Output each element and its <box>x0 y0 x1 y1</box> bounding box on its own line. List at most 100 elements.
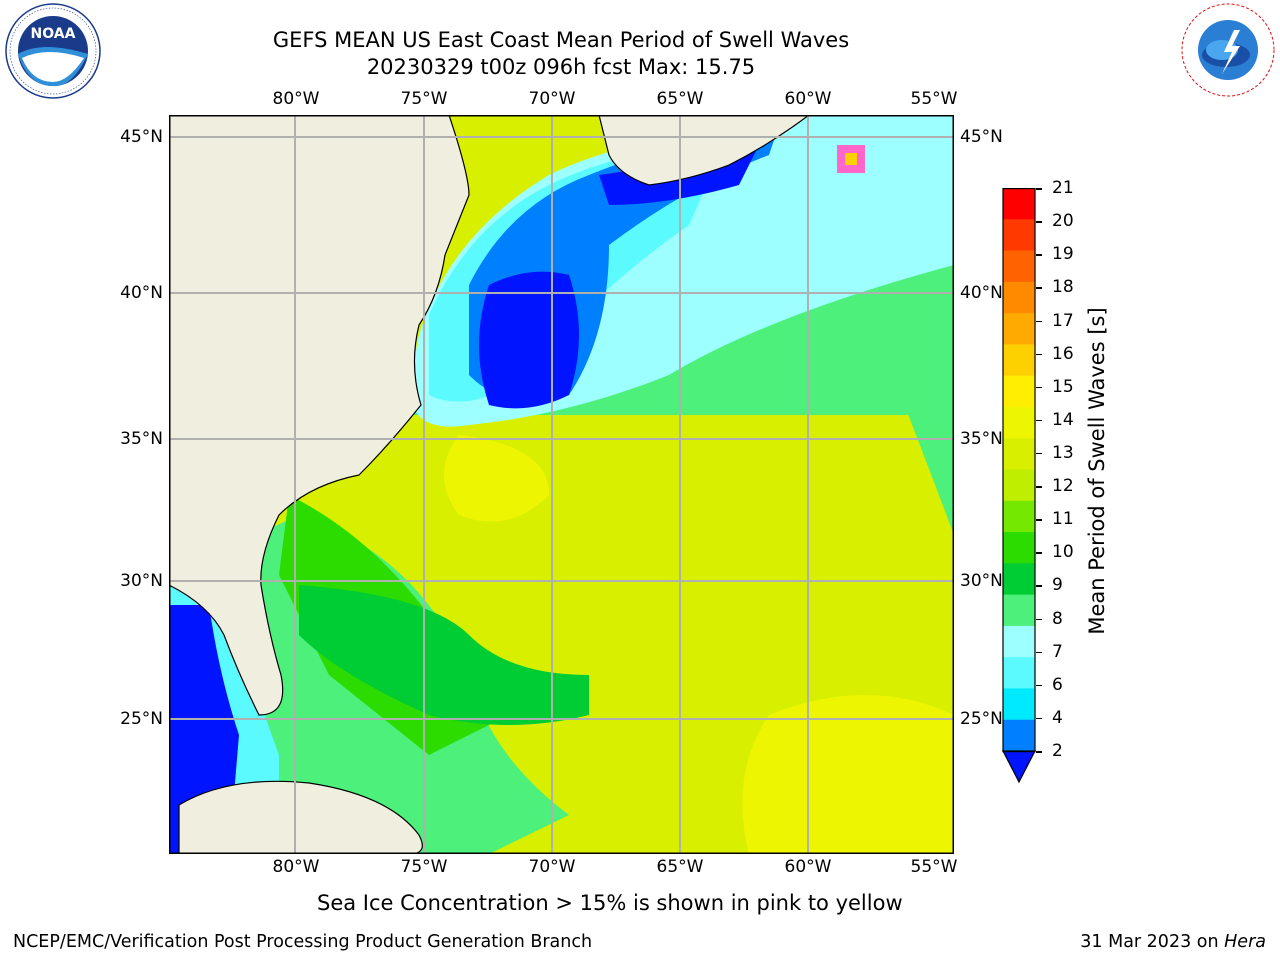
colorbar-tick-label: 6 <box>1052 674 1063 695</box>
colorbar-tick-mark <box>1036 320 1042 322</box>
colorbar-segment <box>1003 532 1035 564</box>
colorbar-segment <box>1003 281 1035 314</box>
band-yellow-se <box>742 695 954 854</box>
colorbar <box>1002 188 1036 784</box>
lat-label-right: 45°N <box>960 127 1003 147</box>
colorbar-svg <box>1002 188 1036 784</box>
sea-ice-caption: Sea Ice Concentration > 15% is shown in … <box>317 891 903 915</box>
colorbar-tick-label: 7 <box>1052 641 1063 662</box>
colorbar-tick-label: 19 <box>1052 244 1074 265</box>
colorbar-extend-arrow <box>1002 750 1036 784</box>
colorbar-segment <box>1003 657 1035 689</box>
lon-label-bottom: 80°W <box>272 857 320 877</box>
colorbar-tick-mark <box>1036 519 1042 521</box>
colorbar-tick-label: 13 <box>1052 442 1074 463</box>
colorbar-segment <box>1003 594 1035 627</box>
lat-label-left: 30°N <box>120 571 163 591</box>
colorbar-segment <box>1003 500 1035 533</box>
gridlines <box>169 115 954 854</box>
footer-date: 31 Mar 2023 on Hera <box>1080 932 1266 952</box>
chart-subtitle: 20230329 t00z 096h fcst Max: 15.75 <box>366 55 756 79</box>
colorbar-segment <box>1003 219 1035 252</box>
colorbar-segment <box>1003 719 1035 752</box>
colorbar-segment <box>1003 438 1035 470</box>
footer-date-text: 31 Mar 2023 on <box>1080 932 1225 952</box>
colorbar-tick-label: 21 <box>1052 178 1074 198</box>
colorbar-tick-label: 8 <box>1052 608 1063 629</box>
colorbar-tick-label: 12 <box>1052 476 1074 497</box>
colorbar-tick-label: 16 <box>1052 343 1074 364</box>
colorbar-tick-mark <box>1036 486 1042 488</box>
lat-label-left: 35°N <box>120 429 163 449</box>
nws-logo <box>1178 0 1278 100</box>
lon-label-top: 65°W <box>656 89 704 109</box>
colorbar-segment <box>1003 469 1035 502</box>
lat-label-right: 40°N <box>960 283 1003 303</box>
lat-label-right: 35°N <box>960 429 1003 449</box>
colorbar-tick-label: 20 <box>1052 211 1074 232</box>
lon-label-top: 70°W <box>528 89 576 109</box>
colorbar-segment <box>1003 688 1035 721</box>
land-us <box>169 115 470 716</box>
colorbar-tick-mark <box>1036 717 1042 720</box>
band-deepblue <box>479 271 579 409</box>
colorbar-segment <box>1003 250 1035 283</box>
lon-label-bottom: 60°W <box>784 857 832 877</box>
lat-label-right: 25°N <box>960 709 1003 729</box>
colorbar-tick-label: 10 <box>1052 542 1074 563</box>
colorbar-ticks: 21 20 19 18 17 16 15 14 13 12 11 10 9 8 7 6 4 2 <box>1036 178 1096 783</box>
lat-label-left: 40°N <box>120 283 163 303</box>
map-svg <box>169 115 954 854</box>
colorbar-tick-mark <box>1036 419 1042 422</box>
colorbar-label: Mean Period of Swell Waves [s] <box>1085 307 1109 635</box>
colorbar-segment <box>1003 406 1035 439</box>
colorbar-tick-mark <box>1036 254 1042 256</box>
noaa-logo-text: NOAA <box>31 26 76 42</box>
band-yellow-core <box>444 435 549 522</box>
colorbar-tick-mark <box>1036 221 1042 223</box>
map-panel <box>169 115 954 854</box>
colorbar-segment <box>1003 313 1035 345</box>
colorbar-tick-mark <box>1036 651 1042 654</box>
lon-label-top: 80°W <box>272 89 320 109</box>
lon-label-top: 60°W <box>784 89 832 109</box>
colorbar-segment <box>1003 188 1035 220</box>
map-frame <box>169 115 954 854</box>
band-green-east <box>869 265 954 535</box>
lon-label-bottom: 70°W <box>528 857 576 877</box>
lon-label-bottom: 75°W <box>400 857 448 877</box>
lon-label-bottom: 55°W <box>910 857 958 877</box>
chart-title: GEFS MEAN US East Coast Mean Period of S… <box>272 28 850 52</box>
colorbar-tick-mark <box>1036 386 1042 389</box>
lon-label-top: 75°W <box>400 89 448 109</box>
colorbar-tick-label: 11 <box>1052 509 1074 530</box>
colorbar-tick-label: 4 <box>1052 707 1063 728</box>
colorbar-tick-mark <box>1036 684 1042 687</box>
lat-label-left: 25°N <box>120 709 163 729</box>
colorbar-tick-mark <box>1036 552 1042 554</box>
colorbar-tick-label: 17 <box>1052 310 1074 331</box>
colorbar-tick-label: 2 <box>1052 741 1063 761</box>
band-green-mid <box>299 585 589 725</box>
lon-label-bottom: 65°W <box>656 857 704 877</box>
noaa-logo: NOAA <box>2 2 104 100</box>
colorbar-tick-mark <box>1036 751 1042 753</box>
land-cuba <box>178 780 423 854</box>
footer-host: Hera <box>1224 932 1266 952</box>
colorbar-tick-label: 9 <box>1052 575 1063 596</box>
colorbar-tick-mark <box>1036 188 1042 190</box>
lat-label-right: 30°N <box>960 571 1003 591</box>
footer-credit: NCEP/EMC/Verification Post Processing Pr… <box>13 932 593 952</box>
colorbar-tick-mark <box>1036 618 1042 620</box>
colorbar-tick-label: 15 <box>1052 376 1074 397</box>
colorbar-segment <box>1003 625 1035 658</box>
colorbar-segment <box>1003 375 1035 408</box>
colorbar-segment <box>1003 563 1035 596</box>
colorbar-tick-mark <box>1036 353 1042 356</box>
colorbar-tick-mark <box>1036 452 1042 455</box>
lon-label-top: 55°W <box>910 89 958 109</box>
colorbar-segment <box>1003 344 1035 377</box>
colorbar-frame <box>1002 188 1036 753</box>
colorbar-tick-label: 18 <box>1052 277 1074 298</box>
lat-label-left: 45°N <box>120 127 163 147</box>
